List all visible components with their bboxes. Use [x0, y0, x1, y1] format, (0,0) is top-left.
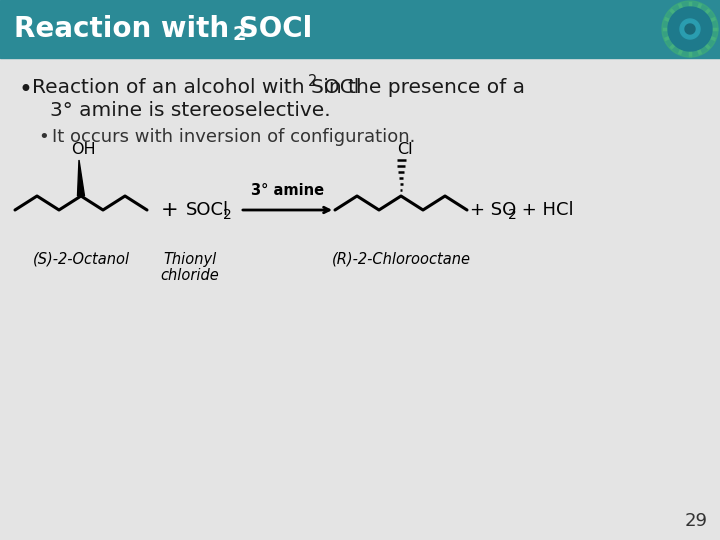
Text: Cl: Cl	[397, 142, 413, 157]
Polygon shape	[78, 160, 84, 196]
Polygon shape	[668, 7, 712, 51]
Text: •: •	[38, 128, 49, 146]
Text: +: +	[161, 200, 179, 220]
Text: in the presence of a: in the presence of a	[317, 78, 525, 97]
Text: + SO: + SO	[470, 201, 516, 219]
Text: SOCl: SOCl	[186, 201, 229, 219]
Text: 3° amine: 3° amine	[251, 183, 324, 198]
Polygon shape	[662, 1, 718, 57]
Text: 3° amine is stereoselective.: 3° amine is stereoselective.	[50, 101, 330, 120]
Text: Reaction with SOCl: Reaction with SOCl	[14, 15, 312, 43]
Polygon shape	[680, 19, 700, 39]
Text: 29: 29	[685, 512, 708, 530]
Text: (S)-2-Octanol: (S)-2-Octanol	[32, 252, 130, 267]
Bar	[0, 0, 720, 58]
Text: 2: 2	[508, 208, 517, 222]
Text: Reaction of an alcohol with SOCl: Reaction of an alcohol with SOCl	[32, 78, 359, 97]
Text: + HCl: + HCl	[516, 201, 574, 219]
Polygon shape	[685, 24, 695, 34]
Text: (R)-2-Chlorooctane: (R)-2-Chlorooctane	[331, 252, 470, 267]
Text: 2: 2	[307, 74, 317, 89]
Text: 2: 2	[223, 208, 232, 222]
Text: chloride: chloride	[161, 268, 220, 283]
Text: •: •	[18, 78, 32, 102]
Text: 2: 2	[233, 25, 247, 44]
Text: OH: OH	[71, 142, 96, 157]
Text: It occurs with inversion of configuration.: It occurs with inversion of configuratio…	[52, 128, 415, 146]
Text: Thionyl: Thionyl	[163, 252, 217, 267]
